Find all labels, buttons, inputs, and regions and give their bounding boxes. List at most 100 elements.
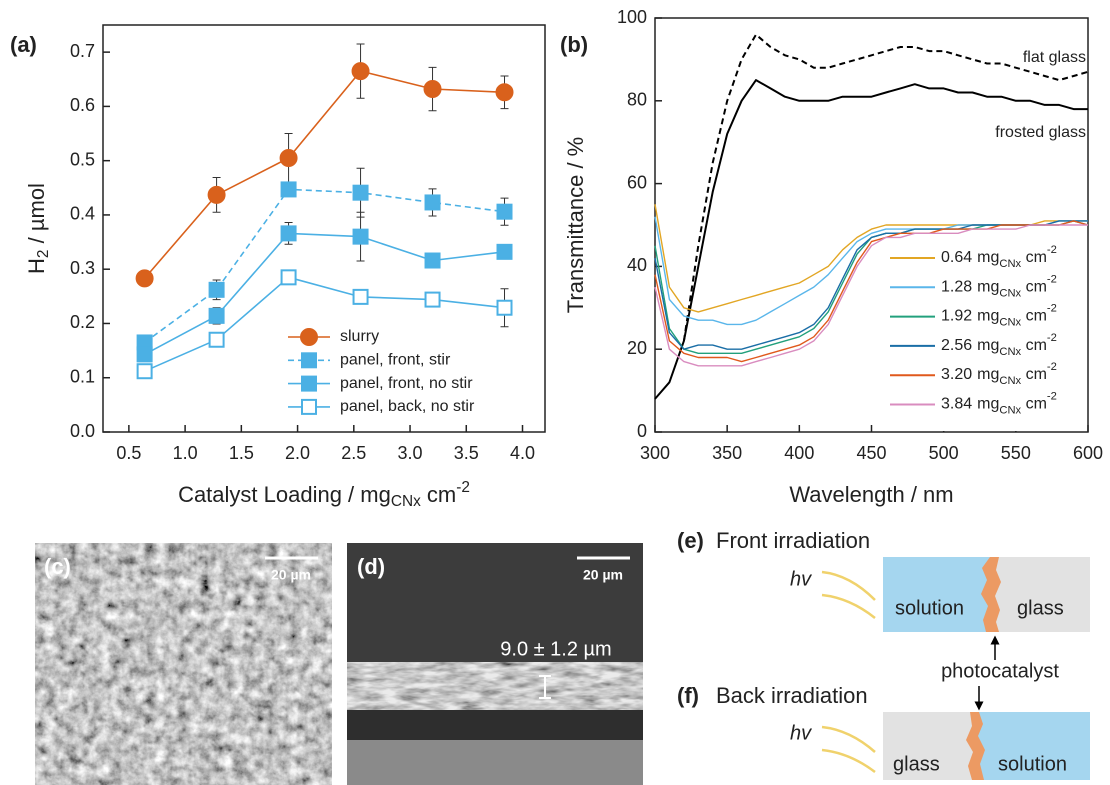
x-tick-label: 3.0 <box>398 443 423 463</box>
sem-image-c: (c) 20 µm <box>35 543 332 785</box>
series-line <box>145 277 505 371</box>
x-tick-label: 1.0 <box>173 443 198 463</box>
data-point <box>498 205 512 219</box>
region-label: solution <box>998 753 1067 775</box>
data-point <box>210 309 224 323</box>
label-part: cm <box>421 482 456 507</box>
label-part: 1.28 <box>941 279 972 296</box>
glass-region <box>990 557 1090 632</box>
light-arrow <box>822 750 875 772</box>
label-part: cm <box>1021 337 1047 354</box>
data-point <box>498 301 512 315</box>
x-tick-label: 3.5 <box>454 443 479 463</box>
label-part: H <box>24 258 49 274</box>
data-point <box>425 81 441 97</box>
panel-label: (a) <box>10 32 37 57</box>
label-part: cm <box>1021 249 1047 266</box>
label-part: -2 <box>456 479 470 496</box>
label-part: 2 <box>35 250 52 259</box>
y-tick-label: 0.1 <box>70 366 95 386</box>
y-tick-label: 80 <box>627 90 647 110</box>
legend-label: panel, back, no stir <box>340 398 475 415</box>
label-part: -2 <box>1047 303 1057 315</box>
data-point <box>354 186 368 200</box>
data-point <box>497 84 513 100</box>
x-axis-label: Wavelength / nm <box>789 482 953 507</box>
label-part: -2 <box>1047 361 1057 373</box>
scale-bar-label: 20 µm <box>271 567 311 583</box>
x-tick-label: 300 <box>640 443 670 463</box>
x-tick-label: 0.5 <box>116 443 141 463</box>
y-tick-label: 20 <box>627 338 647 358</box>
panel-label: (e) <box>677 528 704 553</box>
label-part: cm <box>1021 279 1047 296</box>
label-part: Catalyst Loading / mg <box>178 482 391 507</box>
y-tick-label: 40 <box>627 255 647 275</box>
y-tick-label: 0.7 <box>70 41 95 61</box>
label-part: CNx <box>999 287 1021 299</box>
photocatalyst-label: photocatalyst <box>941 660 1059 682</box>
legend-marker <box>302 400 316 414</box>
figure: (c) 20 µm (d) 20 µm 9.0 ± 1.2 µm (e) Fro… <box>0 0 1110 785</box>
region-label: solution <box>895 597 964 619</box>
x-tick-label: 600 <box>1073 443 1103 463</box>
plot-frame <box>103 25 545 432</box>
x-tick-label: 400 <box>784 443 814 463</box>
data-point <box>281 150 297 166</box>
data-point <box>210 283 224 297</box>
region-label: glass <box>1017 597 1064 619</box>
label-part: CNx <box>999 258 1021 270</box>
legend-label: panel, front, no stir <box>340 375 473 392</box>
x-tick-label: 500 <box>929 443 959 463</box>
label-part: / µmol <box>24 183 49 249</box>
diagram-title: Front irradiation <box>716 528 870 553</box>
label-part: CNx <box>999 375 1021 387</box>
data-point <box>138 347 152 361</box>
image-texture <box>347 662 643 710</box>
y-tick-label: 0 <box>637 421 647 441</box>
light-arrow <box>822 595 875 618</box>
diagram-e: (e) Front irradiation hv solution glass <box>677 528 1090 632</box>
panel-label: (d) <box>357 554 385 579</box>
y-tick-label: 0.6 <box>70 95 95 115</box>
x-axis-label: Catalyst Loading / mgCNx cm-2 <box>178 479 470 510</box>
diagram-title: Back irradiation <box>716 683 868 708</box>
label-part: mg <box>977 337 999 354</box>
x-tick-label: 550 <box>1001 443 1031 463</box>
y-tick-label: 100 <box>617 7 647 27</box>
panel-label: (c) <box>44 554 71 579</box>
x-tick-label: 450 <box>856 443 886 463</box>
data-point <box>354 290 368 304</box>
region-label: glass <box>893 753 940 775</box>
sem-image-d: (d) 20 µm 9.0 ± 1.2 µm <box>347 543 643 785</box>
data-point <box>282 226 296 240</box>
x-tick-label: 2.5 <box>341 443 366 463</box>
label-part: cm <box>1021 308 1047 325</box>
light-label: hv <box>790 722 812 744</box>
solution-region <box>883 557 990 632</box>
y-tick-label: 0.3 <box>70 258 95 278</box>
data-point <box>209 187 225 203</box>
x-tick-label: 2.0 <box>285 443 310 463</box>
thickness-label: 9.0 ± 1.2 µm <box>500 638 611 660</box>
label-part: -2 <box>1047 332 1057 344</box>
y-tick-label: 0.2 <box>70 312 95 332</box>
series-line <box>145 71 505 278</box>
image-band <box>347 710 643 740</box>
y-tick-label: 0.5 <box>70 149 95 169</box>
label-part: 3.84 <box>941 396 972 413</box>
label-part: mg <box>977 279 999 296</box>
data-point <box>210 333 224 347</box>
image-band <box>347 740 643 785</box>
panel-label: (f) <box>677 683 699 708</box>
data-point <box>426 293 440 307</box>
data-point <box>426 254 440 268</box>
label-part: CNx <box>391 493 421 510</box>
y-tick-label: 0.4 <box>70 204 95 224</box>
y-tick-label: 60 <box>627 172 647 192</box>
light-label: hv <box>790 568 812 590</box>
label-part: -2 <box>1047 244 1057 256</box>
label-part: mg <box>977 308 999 325</box>
x-tick-label: 1.5 <box>229 443 254 463</box>
label-part: mg <box>977 396 999 413</box>
